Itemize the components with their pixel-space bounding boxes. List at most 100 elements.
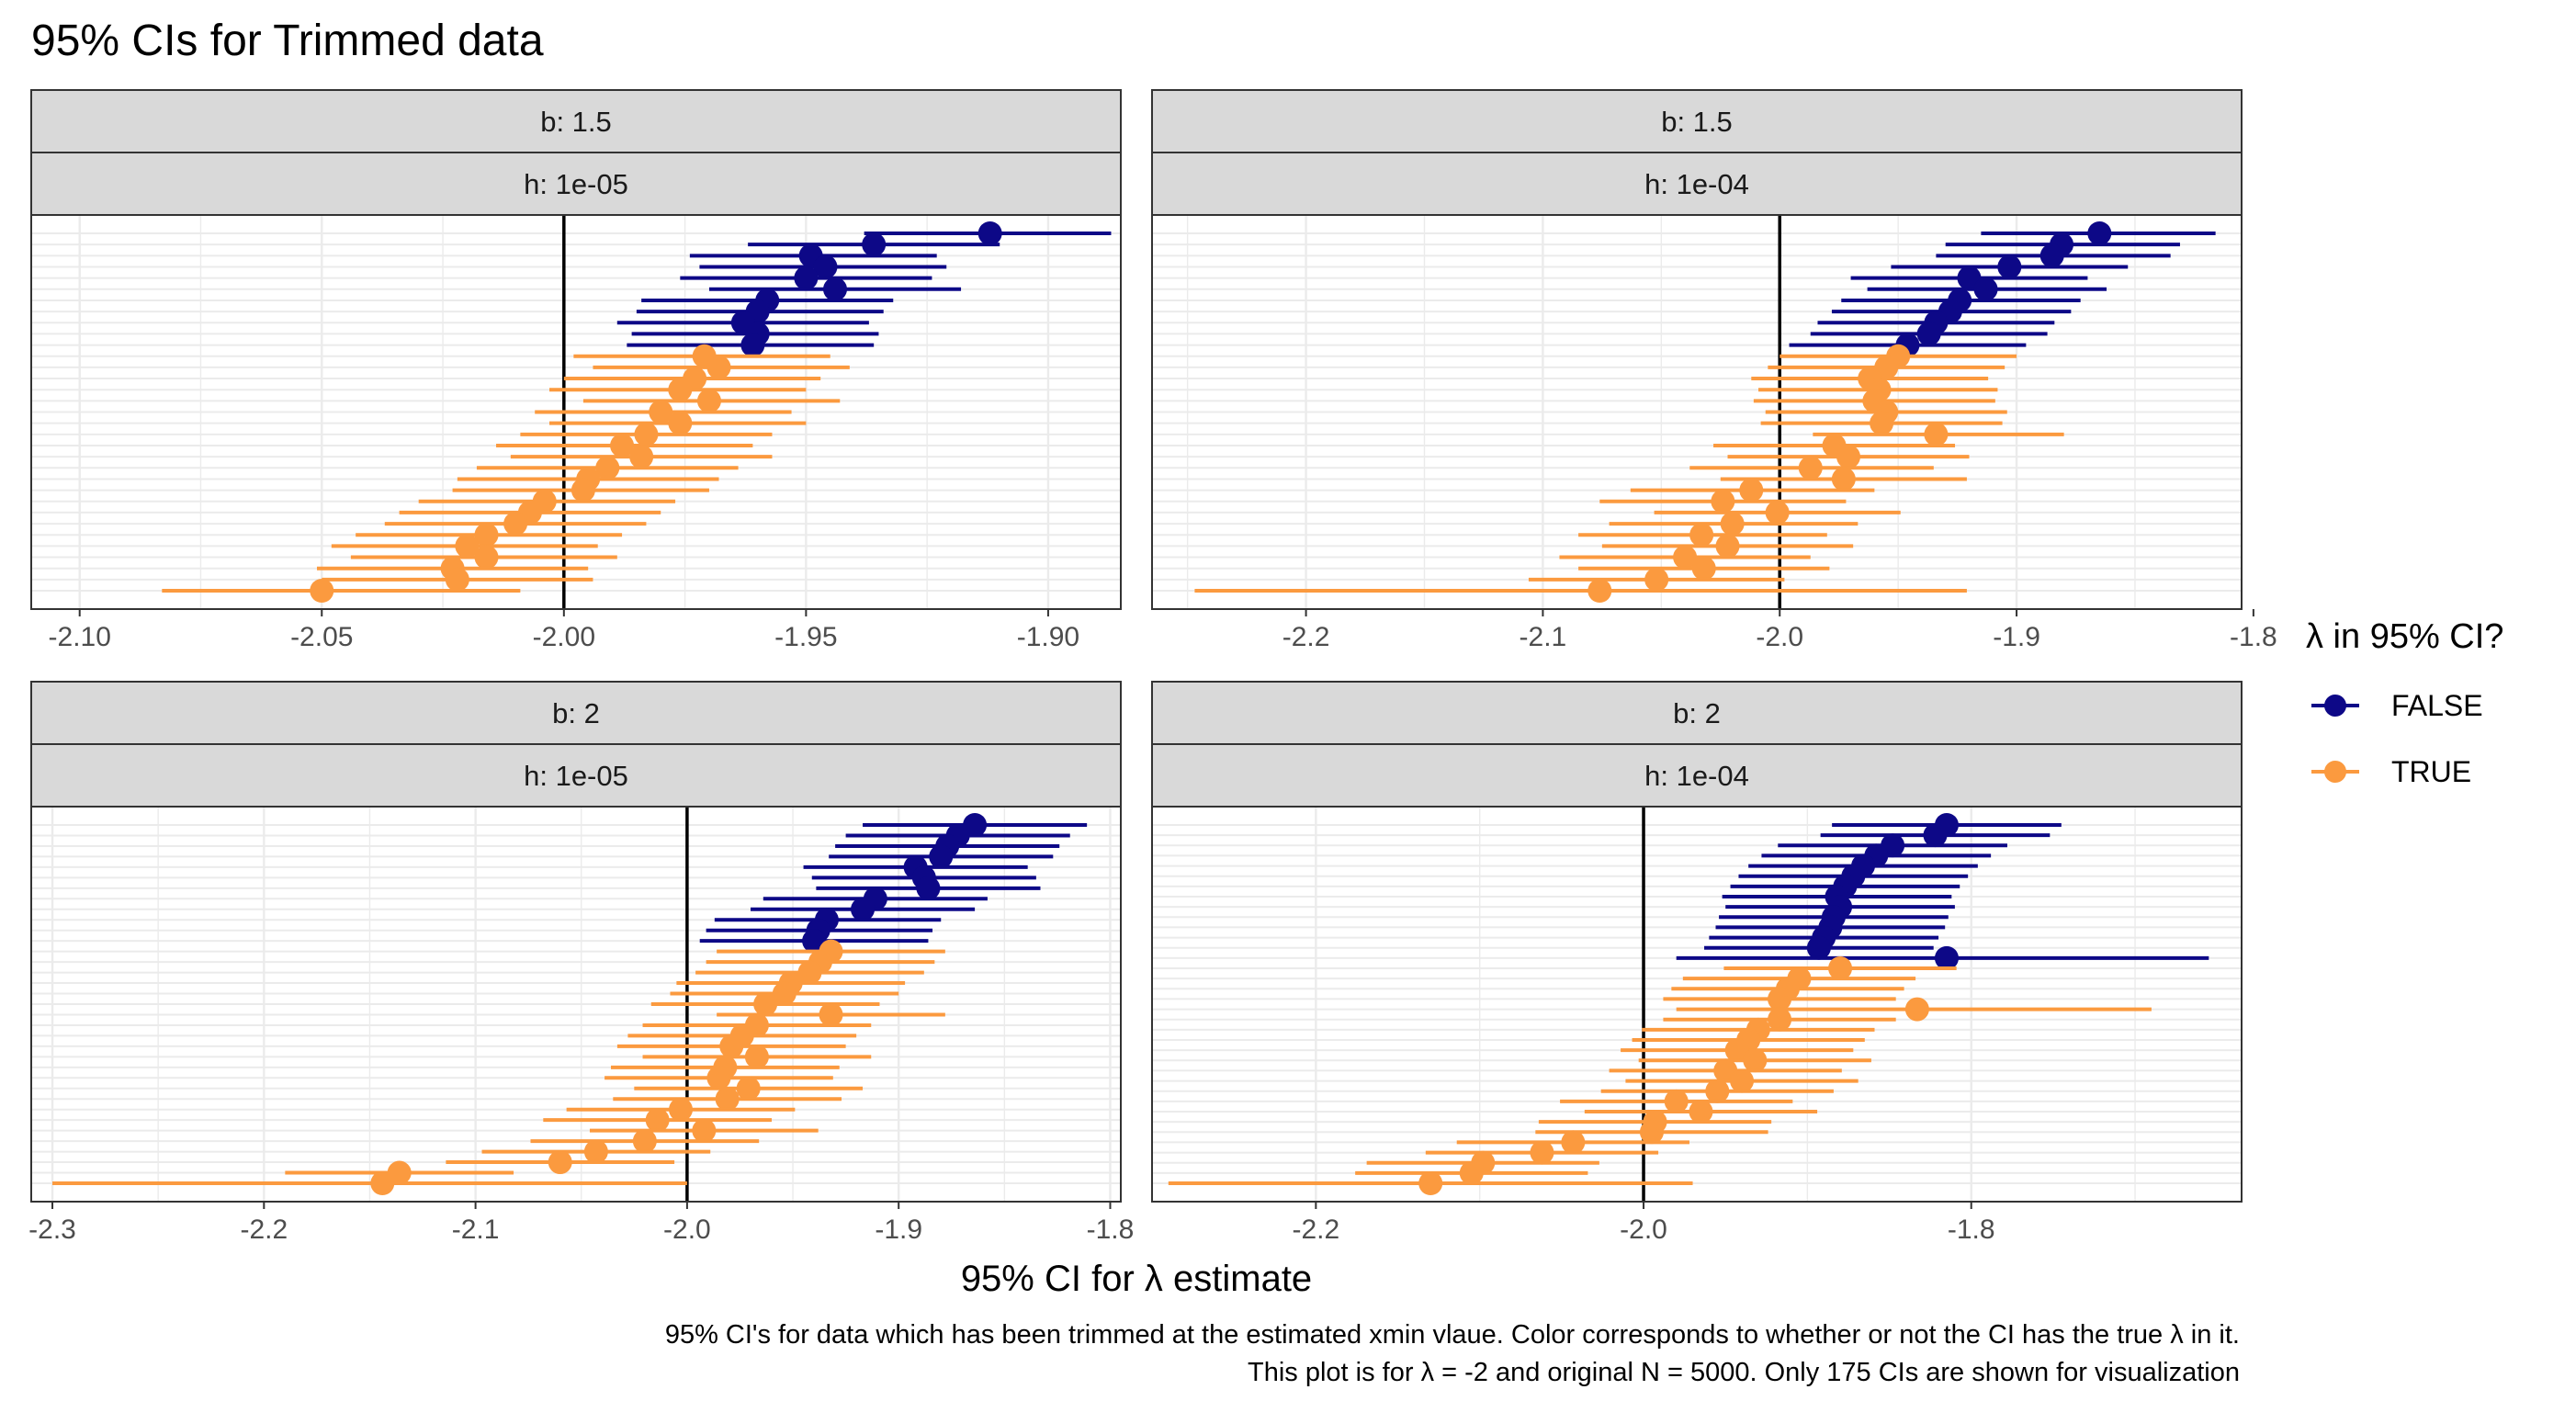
ci-estimate-point — [715, 1087, 740, 1112]
ci-estimate-point — [1806, 935, 1831, 960]
x-tick-label: -2.2 — [240, 1215, 288, 1245]
x-tick-label: -2.05 — [290, 622, 353, 652]
facet-panel-2: b: 1.5 h: 1e-04 -2.2 -2.1 -2.0 -1.9 -1.8 — [1151, 89, 2277, 652]
ci-estimate-point — [1689, 1100, 1713, 1124]
ci-estimate-point — [1689, 523, 1714, 548]
ci-estimate-point — [1904, 997, 1929, 1022]
ci-estimate-point — [1768, 987, 1792, 1011]
strip-b-label: b: 1.5 — [1661, 106, 1733, 138]
ci-estimate-point — [1705, 1079, 1730, 1103]
facet-panel-3: b: 2 h: 1e-05 -2.3 -2.2 -2.1 -2.0 -1.9 -1.8 — [28, 681, 1134, 1245]
legend-key-point — [2324, 761, 2346, 783]
x-tick-label: -2.0 — [1756, 622, 1803, 652]
ci-estimate-point — [1691, 556, 1716, 581]
ci-estimate-point — [696, 389, 721, 413]
facet-panels: b: 1.5h: 1e-05-2.10 -2.05 -2.00 -1.95 -1.90b… — [28, 89, 2277, 1245]
ci-estimate-point — [1743, 1048, 1768, 1073]
ci-estimate-point — [548, 1150, 572, 1175]
x-tick-label: -2.00 — [533, 622, 595, 652]
ci-estimate-point — [1798, 456, 1823, 480]
ci-estimate-point — [736, 1076, 761, 1101]
ci-estimate-point — [1730, 1068, 1755, 1093]
x-tick-label: -2.10 — [49, 622, 111, 652]
ci-estimate-point — [916, 876, 941, 900]
strip-b-background — [1151, 681, 2243, 745]
ci-estimate-point — [744, 1045, 769, 1069]
x-tick-label: -2.1 — [452, 1215, 500, 1245]
x-tick-label: -1.8 — [1948, 1215, 1995, 1245]
ci-estimate-point — [1831, 467, 1856, 491]
ci-estimate-point — [1561, 1130, 1586, 1155]
ci-estimate-point — [1418, 1171, 1443, 1195]
x-tick-label: -1.9 — [1993, 622, 2040, 652]
strip-b-background — [1151, 89, 2243, 153]
ci-estimate-point — [610, 433, 635, 458]
ci-estimate-point — [2039, 243, 2064, 268]
ci-estimate-point — [571, 478, 595, 503]
x-tick-label: -2.3 — [28, 1215, 76, 1245]
strip-h-label: h: 1e-05 — [524, 760, 628, 792]
ci-estimate-point — [1459, 1160, 1484, 1185]
ci-estimate-point — [668, 378, 693, 402]
ci-estimate-point — [692, 1118, 717, 1143]
legend-item-label: FALSE — [2391, 689, 2483, 722]
ci-estimate-point — [794, 266, 819, 290]
caption-line-2: This plot is for λ = -2 and original N =… — [1248, 1358, 2240, 1387]
ci-estimate-point — [1530, 1140, 1554, 1165]
legend-key-point — [2324, 695, 2346, 717]
ci-estimate-point — [1724, 1038, 1749, 1063]
panel-border — [30, 214, 1122, 610]
caption: 95% CI's for data which has been trimmed… — [665, 1320, 2240, 1387]
ci-estimate-point — [649, 400, 673, 424]
strip-h-background — [30, 152, 1122, 216]
strip-b-label: b: 1.5 — [540, 106, 612, 138]
ci-estimate-point — [1639, 1120, 1664, 1145]
facet-panel-1: b: 1.5 h: 1e-05 -2.10 -2.05 -2.00 -1.95 -1.90 — [30, 89, 1122, 652]
panel-border — [30, 806, 1122, 1203]
ci-estimate-point — [819, 1002, 843, 1027]
ci-estimate-point — [1934, 945, 1959, 970]
strip-h-background — [1151, 152, 2243, 216]
strip-h-label: h: 1e-04 — [1644, 760, 1749, 792]
ci-estimate-point — [1711, 489, 1735, 514]
ci-estimate-point — [851, 897, 876, 921]
strip-b-background — [30, 89, 1122, 153]
ci-estimate-point — [1997, 254, 2022, 279]
ci-estimate-point — [706, 1066, 731, 1090]
facet-panel-4: b: 2 h: 1e-04 -2.2 -2.0 -1.8 — [1151, 681, 2243, 1245]
ci-estimate-point — [445, 567, 469, 592]
ci-estimate-point — [634, 422, 659, 446]
ci-estimate-point — [1870, 411, 1894, 435]
strip-h-label: h: 1e-04 — [1644, 168, 1749, 200]
legend-title: λ in 95% CI? — [2306, 617, 2503, 656]
ci-estimate-point — [474, 545, 499, 570]
ci-estimate-point — [1587, 579, 1612, 603]
ci-estimate-point — [977, 221, 1002, 245]
ci-estimate-point — [1739, 478, 1764, 503]
legend-item-false: FALSE — [2311, 689, 2483, 722]
strip-h-label: h: 1e-05 — [524, 168, 628, 200]
ci-estimate-point — [632, 1129, 657, 1154]
ci-estimate-point — [706, 355, 731, 379]
ci-estimate-point — [753, 992, 778, 1016]
panel-border — [1151, 214, 2243, 610]
x-tick-label: -2.1 — [1520, 622, 1567, 652]
ci-estimate-point — [1768, 1007, 1792, 1032]
ci-estimate-point — [1973, 277, 1998, 301]
ci-estimate-point — [455, 534, 480, 559]
ci-estimate-point — [645, 1108, 670, 1133]
ci-estimate-point — [1916, 322, 1941, 346]
panel-border — [1151, 806, 2243, 1203]
ci-estimate-point — [668, 1097, 693, 1122]
legend-item-true: TRUE — [2311, 755, 2471, 788]
ci-estimate-point — [1836, 445, 1861, 469]
ci-estimate-point — [797, 960, 822, 985]
ci-estimate-point — [583, 1139, 608, 1164]
ci-estimate-point — [1765, 500, 1790, 525]
x-tick-label: -2.0 — [663, 1215, 711, 1245]
ci-estimate-point — [629, 445, 654, 469]
ci-estimate-point — [1664, 1089, 1689, 1113]
chart-title: 95% CIs for Trimmed data — [31, 17, 544, 65]
ci-estimate-point — [503, 512, 528, 537]
